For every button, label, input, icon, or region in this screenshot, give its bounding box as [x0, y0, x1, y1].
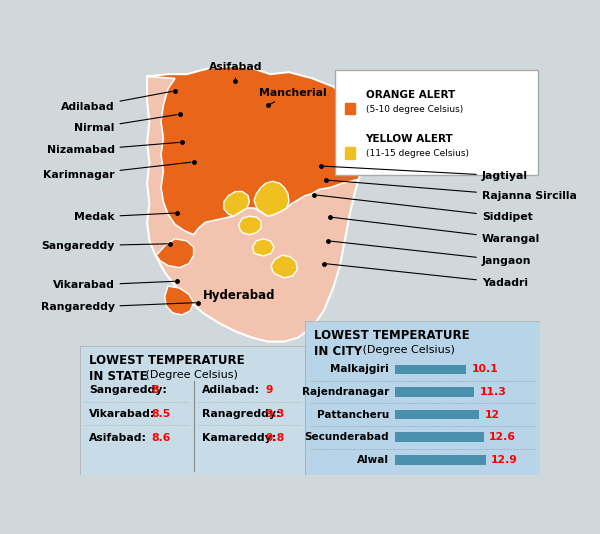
Text: Asifabad:: Asifabad: [89, 433, 147, 443]
Text: 12.9: 12.9 [491, 455, 518, 465]
Text: Nirmal: Nirmal [74, 115, 177, 133]
Polygon shape [165, 286, 194, 315]
Text: Ranagreddy:: Ranagreddy: [202, 409, 280, 419]
Text: Pattancheru: Pattancheru [317, 410, 389, 420]
Text: Rajanna Sircilla: Rajanna Sircilla [329, 180, 577, 201]
Text: (5-10 degree Celsius): (5-10 degree Celsius) [365, 105, 463, 114]
Text: 8.6: 8.6 [152, 433, 171, 443]
Text: Jangaon: Jangaon [331, 241, 532, 265]
Text: Mancherial: Mancherial [259, 88, 326, 104]
Text: Malkajgiri: Malkajgiri [330, 364, 389, 374]
Polygon shape [271, 255, 297, 278]
Text: Rangareddy: Rangareddy [41, 302, 196, 312]
Polygon shape [224, 192, 250, 216]
Polygon shape [147, 66, 364, 342]
Text: 9: 9 [266, 385, 273, 395]
Text: Rajendranagar: Rajendranagar [302, 387, 389, 397]
Text: Jagtiyal: Jagtiyal [324, 166, 528, 181]
Polygon shape [147, 66, 364, 235]
Text: (11-15 degree Celsius): (11-15 degree Celsius) [365, 149, 469, 158]
Text: YELLOW ALERT: YELLOW ALERT [365, 135, 454, 144]
Text: IN STATE: IN STATE [89, 370, 148, 382]
FancyBboxPatch shape [395, 455, 485, 465]
Text: 10.1: 10.1 [472, 364, 499, 374]
Text: Yadadri: Yadadri [326, 264, 528, 288]
Text: Alwal: Alwal [357, 455, 389, 465]
FancyBboxPatch shape [80, 345, 305, 475]
Text: Secunderabad: Secunderabad [304, 432, 389, 442]
Polygon shape [254, 181, 289, 216]
Text: Sangareddy: Sangareddy [41, 241, 167, 251]
Text: Warangal: Warangal [332, 217, 540, 244]
Text: Adilabad: Adilabad [61, 91, 172, 112]
Text: 8.5: 8.5 [152, 409, 171, 419]
Polygon shape [253, 239, 274, 256]
Bar [345, 103, 355, 114]
FancyBboxPatch shape [395, 365, 466, 374]
Text: Karimnagar: Karimnagar [43, 162, 191, 180]
Text: 12: 12 [485, 410, 500, 420]
Text: Vikarabad:: Vikarabad: [89, 409, 155, 419]
Text: Asifabad: Asifabad [209, 62, 262, 78]
Text: LOWEST TEMPERATURE: LOWEST TEMPERATURE [89, 354, 245, 367]
Text: Siddipet: Siddipet [317, 195, 533, 222]
FancyBboxPatch shape [395, 410, 479, 419]
Text: Hyderabad: Hyderabad [202, 289, 275, 302]
Text: Vikarabad: Vikarabad [53, 280, 175, 290]
FancyBboxPatch shape [305, 321, 540, 475]
Text: Kamareddy:: Kamareddy: [202, 433, 276, 443]
Text: 9.3: 9.3 [266, 409, 285, 419]
Text: Sangareddy:: Sangareddy: [89, 385, 167, 395]
FancyBboxPatch shape [395, 433, 484, 442]
Text: Medak: Medak [74, 212, 175, 222]
Text: 12.6: 12.6 [489, 432, 516, 442]
Text: (Degree Celsius): (Degree Celsius) [359, 345, 455, 355]
Text: LOWEST TEMPERATURE: LOWEST TEMPERATURE [314, 329, 470, 342]
Polygon shape [157, 239, 194, 268]
FancyBboxPatch shape [335, 70, 538, 175]
Text: ORANGE ALERT: ORANGE ALERT [365, 90, 455, 100]
Text: 11.3: 11.3 [480, 387, 507, 397]
Text: 8: 8 [152, 385, 159, 395]
Polygon shape [239, 216, 261, 235]
Text: (Degree Celsius): (Degree Celsius) [142, 370, 238, 380]
FancyBboxPatch shape [395, 387, 475, 397]
Text: IN CITY: IN CITY [314, 345, 362, 358]
Text: Adilabad:: Adilabad: [202, 385, 260, 395]
Text: 9.8: 9.8 [266, 433, 285, 443]
Bar [345, 147, 355, 159]
Text: Nizamabad: Nizamabad [47, 143, 179, 155]
